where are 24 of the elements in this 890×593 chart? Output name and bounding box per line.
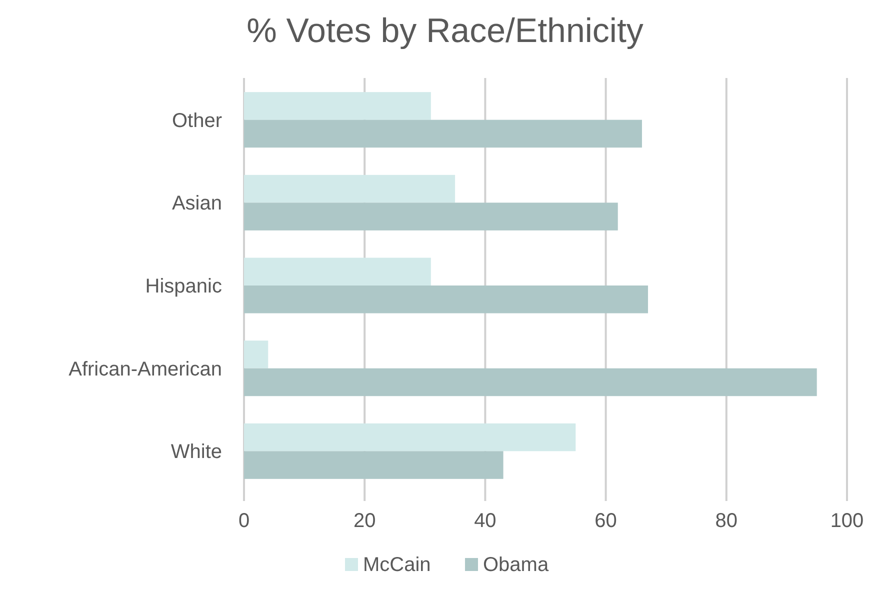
bar bbox=[244, 423, 576, 452]
legend-label: McCain bbox=[363, 554, 431, 576]
y-tick-label: African-American bbox=[68, 358, 222, 380]
bar bbox=[244, 258, 431, 286]
x-tick-label: 60 bbox=[594, 510, 617, 532]
bar bbox=[244, 340, 268, 368]
y-tick-label: White bbox=[170, 441, 222, 464]
x-tick-label: 80 bbox=[715, 510, 738, 532]
bar bbox=[244, 92, 431, 120]
bar bbox=[244, 202, 618, 230]
bar bbox=[244, 451, 504, 479]
x-tick-label: 0 bbox=[238, 510, 250, 532]
y-tick-label: Asian bbox=[172, 192, 222, 215]
x-tick-label: 40 bbox=[474, 510, 496, 532]
y-tick-label: Other bbox=[172, 110, 222, 132]
bar bbox=[244, 368, 817, 396]
chart-title: % Votes by Race/Ethnicity bbox=[246, 12, 644, 50]
bar bbox=[244, 174, 456, 203]
legend-label: Obama bbox=[483, 554, 550, 576]
x-tick-label: 100 bbox=[830, 510, 864, 532]
x-tick-label: 20 bbox=[353, 510, 376, 532]
bar bbox=[244, 120, 642, 148]
bar bbox=[244, 286, 648, 314]
y-tick-label: Hispanic bbox=[145, 276, 222, 298]
